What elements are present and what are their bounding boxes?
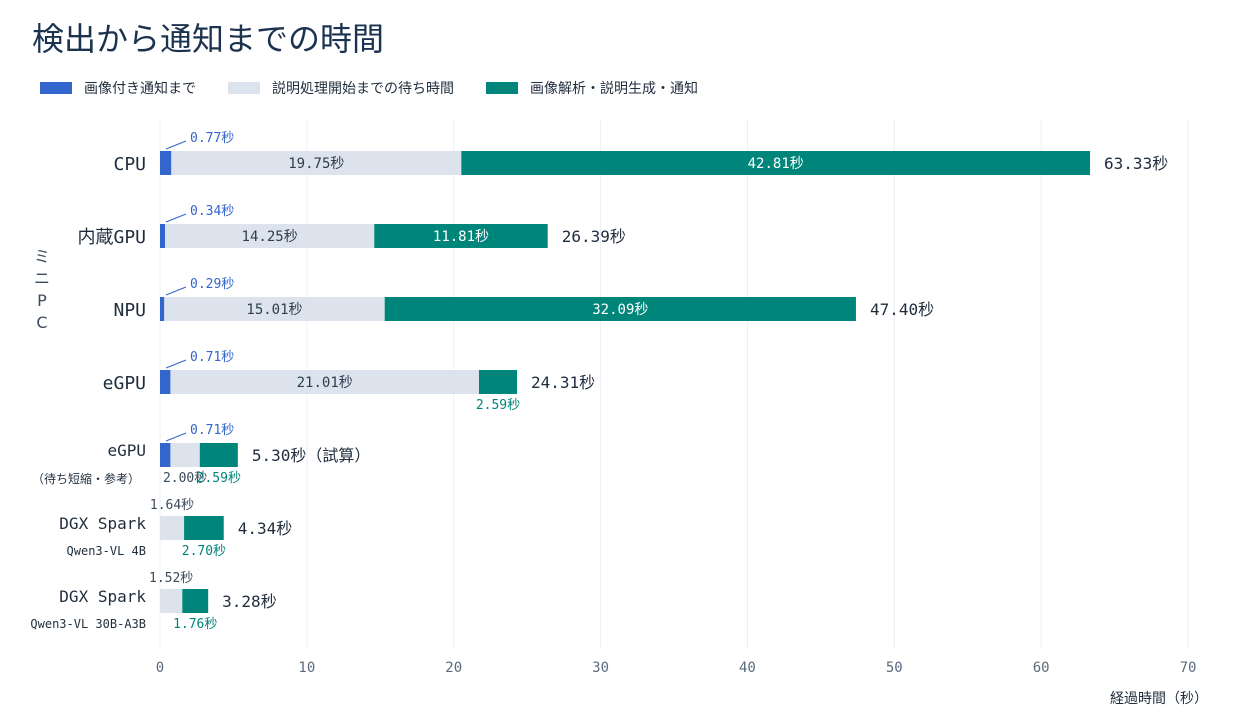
- x-tick-label: 60: [1033, 660, 1050, 676]
- data-label: 19.75秒: [288, 156, 344, 172]
- legend-label: 画像付き通知まで: [84, 81, 196, 97]
- x-tick-label: 0: [156, 660, 164, 676]
- x-tick-label: 40: [739, 660, 756, 676]
- data-label: 0.29秒: [190, 277, 234, 292]
- callout-line: [165, 213, 187, 223]
- data-label: 1.76秒: [173, 617, 217, 632]
- category-sublabel: （待ち短縮・参考）: [32, 471, 140, 486]
- legend-swatch: [228, 82, 260, 94]
- x-tick-label: 30: [592, 660, 609, 676]
- x-axis-label: 経過時間（秒）: [1110, 691, 1208, 707]
- x-tick-label: 10: [298, 660, 315, 676]
- legend-swatch: [40, 82, 72, 94]
- data-label: 0.34秒: [190, 204, 234, 219]
- data-label: 0.77秒: [190, 131, 234, 146]
- bar-segment: [160, 151, 172, 175]
- x-tick-label: 70: [1180, 660, 1197, 676]
- group-label-char: C: [36, 313, 47, 332]
- data-label: 0.71秒: [190, 350, 234, 365]
- chart-title: 検出から通知までの時間: [32, 20, 385, 58]
- total-label: 63.33秒: [1104, 154, 1168, 173]
- data-label: 15.01秒: [246, 302, 302, 318]
- total-label: 3.28秒: [222, 592, 277, 611]
- group-label-char: ニ: [34, 269, 50, 288]
- category-label: DGX Spark: [59, 514, 146, 533]
- legend-item-notify-with-image: 画像付き通知まで: [40, 78, 196, 98]
- bar-segment: [170, 443, 200, 467]
- total-label: 4.34秒: [238, 519, 293, 538]
- data-label: 14.25秒: [242, 229, 298, 245]
- data-label: 2.59秒: [476, 398, 520, 413]
- category-sublabel: Qwen3-VL 4B: [67, 544, 146, 558]
- legend-item-wait-time: 説明処理開始までの待ち時間: [228, 78, 454, 98]
- category-label: eGPU: [107, 441, 146, 460]
- legend-swatch: [486, 82, 518, 94]
- category-label: NPU: [113, 300, 146, 321]
- bar-segment: [384, 297, 856, 321]
- category-label: eGPU: [103, 373, 146, 394]
- bar-segment: [164, 224, 375, 248]
- data-label: 11.81秒: [433, 229, 489, 245]
- category-label: DGX Spark: [59, 587, 146, 606]
- legend: 画像付き通知まで 説明処理開始までの待ち時間 画像解析・説明生成・通知: [40, 78, 730, 98]
- bar-segment: [160, 589, 183, 613]
- total-label: 26.39秒: [562, 227, 626, 246]
- bar-segment: [160, 297, 165, 321]
- bar-segment: [182, 589, 209, 613]
- callout-line: [165, 286, 187, 296]
- bar-segment: [160, 224, 165, 248]
- bar-segment: [478, 370, 518, 394]
- category-label: CPU: [113, 154, 146, 175]
- data-label: 1.64秒: [150, 498, 194, 513]
- data-label: 2.70秒: [182, 544, 226, 559]
- bar-segment: [160, 516, 185, 540]
- category-label: 内蔵GPU: [77, 227, 146, 248]
- data-label: 2.00秒: [163, 471, 207, 486]
- bar-segment: [461, 151, 1091, 175]
- legend-label: 説明処理開始までの待ち時間: [272, 81, 454, 97]
- x-tick-label: 20: [445, 660, 462, 676]
- data-label: 42.81秒: [748, 156, 804, 172]
- bar-segment: [171, 151, 462, 175]
- data-label: 1.52秒: [149, 571, 193, 586]
- total-label: 5.30秒（試算）: [252, 446, 371, 465]
- legend-label: 画像解析・説明生成・通知: [530, 81, 698, 97]
- bar-segment: [164, 297, 385, 321]
- category-sublabel: Qwen3-VL 30B-A3B: [30, 617, 146, 631]
- bar-segment: [184, 516, 224, 540]
- x-tick-label: 50: [886, 660, 903, 676]
- legend-item-analysis: 画像解析・説明生成・通知: [486, 78, 698, 98]
- group-label-char: P: [37, 291, 47, 310]
- callout-line: [165, 140, 187, 150]
- group-label-char: ミ: [34, 247, 50, 266]
- callout-line: [165, 432, 187, 442]
- total-label: 47.40秒: [870, 300, 934, 319]
- data-label: 21.01秒: [297, 375, 353, 391]
- data-label: 0.71秒: [190, 423, 234, 438]
- bar-segment: [170, 370, 479, 394]
- bar-segment: [374, 224, 548, 248]
- bar-segment: [160, 370, 171, 394]
- data-label: 2.59秒: [197, 471, 241, 486]
- total-label: 24.31秒: [531, 373, 595, 392]
- data-label: 32.09秒: [592, 302, 648, 318]
- callout-line: [165, 359, 187, 369]
- bar-segment: [160, 443, 171, 467]
- bar-segment: [199, 443, 238, 467]
